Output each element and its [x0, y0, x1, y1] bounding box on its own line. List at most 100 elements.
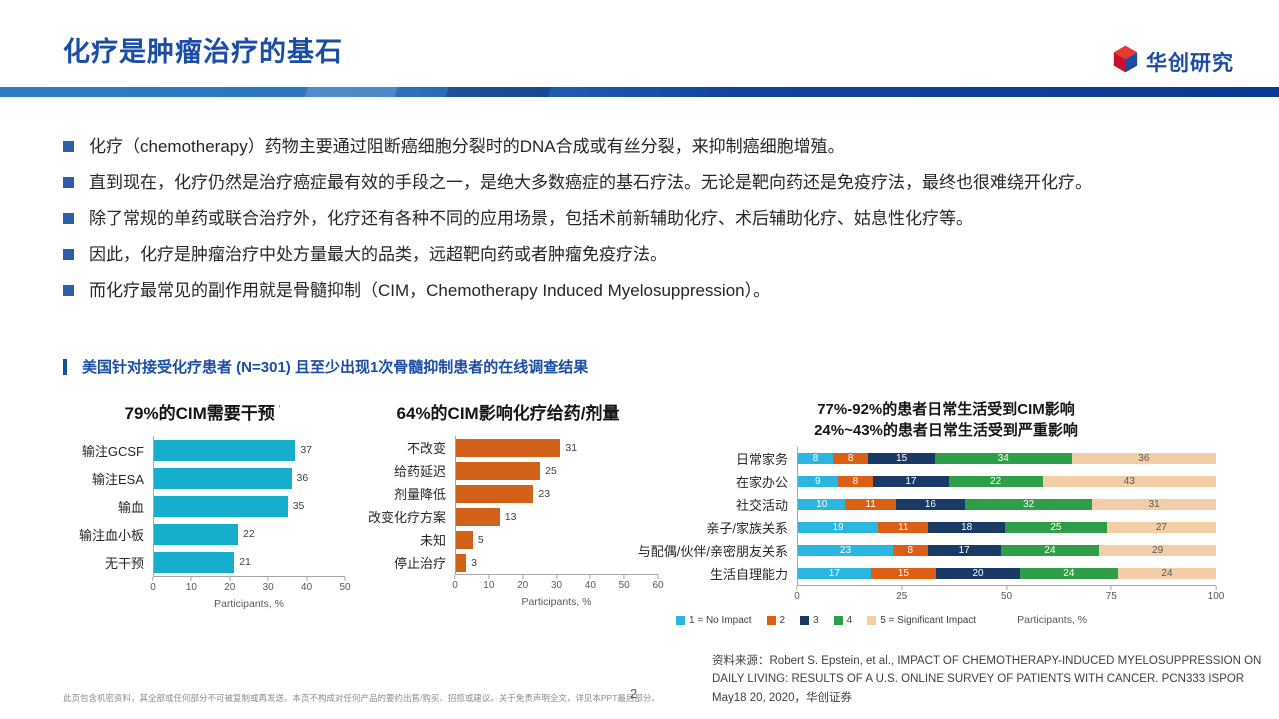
- bar-row: 输注ESA 36: [60, 464, 345, 492]
- bar-row: 无干预 21: [60, 548, 345, 576]
- x-axis: 0 25 50 75 100: [794, 585, 1224, 606]
- bar-row: 改变化疗方案 13: [358, 505, 658, 528]
- bar-track: 31: [455, 436, 658, 459]
- bar-segment: 36: [1071, 453, 1216, 464]
- chart-title: 77%-92%的患者日常生活受到CIM影响 24%~43%的患者日常生活受到严重…: [676, 399, 1216, 441]
- category-label: 亲子/家族关系: [706, 521, 788, 536]
- bar-track: 36: [153, 464, 345, 492]
- bar: [456, 507, 500, 526]
- bullet-text: 除了常规的单药或联合治疗外，化疗还有各种不同的应用场景，包括术前新辅助化疗、术后…: [89, 209, 973, 228]
- x-axis: 0 10 20 30 40 50: [150, 576, 351, 597]
- bar-row: 剂量降低 23: [358, 482, 658, 505]
- bar: [154, 551, 235, 573]
- value-label: 35: [292, 500, 305, 512]
- bar-segment: 17: [798, 568, 871, 579]
- legend-chip: [867, 615, 877, 625]
- bar: [154, 495, 288, 517]
- bar: [154, 467, 292, 489]
- bar-row: 输注血小板 22: [60, 520, 345, 548]
- bullet-square-icon: [63, 213, 74, 224]
- cube-logo-icon: [1112, 44, 1139, 79]
- bar-segment: 15: [870, 568, 937, 579]
- axis-tick: 60: [652, 575, 663, 591]
- bar-segment: 19: [798, 522, 879, 533]
- bullet-text: 而化疗最常见的副作用就是骨髓抑制（CIM，Chemotherapy Induce…: [89, 281, 771, 300]
- chart-title-line1: 77%-92%的患者日常生活受到CIM影响: [817, 401, 1075, 418]
- bar-segment: 23: [798, 545, 893, 556]
- bar: [456, 461, 541, 480]
- bullet-item: 因此，化疗是肿瘤治疗中处方量最大的品类，远超靶向药或者肿瘤免疫疗法。: [63, 244, 1223, 266]
- value-label: 3: [471, 556, 477, 569]
- value-label: 21: [239, 556, 251, 568]
- xlabel-row: Participants, %: [60, 597, 345, 610]
- category-label: 社交活动: [735, 498, 788, 513]
- bar-track: 13: [455, 505, 658, 528]
- bar-segment: 11: [845, 499, 896, 510]
- bar-segment: 10: [798, 499, 846, 510]
- axis-tick: 0: [452, 575, 458, 591]
- axis-row: 0 10 20 30 40 50: [60, 576, 351, 597]
- bar-segment: 29: [1099, 545, 1216, 556]
- bullet-square-icon: [63, 285, 74, 296]
- axis-row: 0 10 20 30 40 50 60: [358, 574, 664, 595]
- category-label: 无干预: [104, 555, 144, 571]
- axis-tick: 10: [186, 577, 197, 593]
- category-label: 输注GCSF: [81, 443, 144, 459]
- bar-track: 23: [455, 482, 658, 505]
- bar: [154, 439, 296, 461]
- bullet-item: 除了常规的单药或联合治疗外，化疗还有各种不同的应用场景，包括术前新辅助化疗、术后…: [63, 208, 1223, 230]
- chart-title: 79%的CIM需要干预 ': [124, 404, 281, 423]
- category-label: 输血: [117, 499, 144, 515]
- chart-plot: 日常家务 8 8 15 34 36 在家办公 9 8 17 22 43 社交活动 10 11 16 32 31 亲子…: [638, 447, 1224, 626]
- survey-heading-text: 美国针对接受化疗患者 (N=301) 且至少出现1次骨髓抑制患者的在线调查结果: [82, 359, 589, 376]
- disclaimer-text: 此页包含机密资料，其全部或任何部分不可被复制或再发送。本页不构成对任何产品的要约…: [63, 693, 660, 703]
- bullet-square-icon: [63, 177, 74, 188]
- legend-label: 1 = No Impact: [689, 614, 752, 626]
- legend-label: 4: [846, 614, 853, 626]
- stacked-bar: 10 11 16 32 31: [797, 493, 1216, 516]
- legend-item: 5 = Significant Impact: [867, 615, 976, 626]
- axis-tick: 20: [224, 577, 235, 593]
- stacked-bar: 17 15 20 24 24: [797, 562, 1216, 585]
- category-label: 不改变: [406, 441, 446, 456]
- bar-segment: 8: [892, 545, 928, 556]
- axis-tick: 40: [301, 577, 312, 593]
- bar-track: 37: [153, 436, 345, 464]
- x-axis: 0 10 20 30 40 50 60: [452, 574, 664, 595]
- axis-tick: 30: [551, 575, 562, 591]
- chart-cim-dosing-impact: 64%的CIM影响化疗给药/剂量 不改变 31 给药延迟 25 剂量降低 23 改变化疗方案…: [358, 399, 664, 608]
- bar-segment: 8: [837, 476, 874, 487]
- axis-tick: 25: [896, 586, 907, 602]
- huachuang-logo: 华创研究: [1112, 44, 1234, 79]
- category-label: 输注ESA: [91, 471, 144, 487]
- legend-chip: [800, 615, 810, 625]
- source-citation: 资料来源：Robert S. Epstein, et al., IMPACT O…: [712, 655, 1262, 704]
- legend-chip: [676, 615, 685, 625]
- axis-tick: 0: [794, 586, 800, 602]
- stacked-bar: 8 8 15 34 36: [797, 447, 1216, 470]
- axis-tick: 10: [483, 575, 494, 591]
- category-label: 剂量降低: [393, 487, 446, 502]
- bar-row: 停止治疗 3: [358, 551, 658, 574]
- bullet-text: 化疗（chemotherapy）药物主要通过阻断癌细胞分裂时的DNA合成或有丝分…: [89, 137, 845, 156]
- value-label: 5: [477, 533, 484, 546]
- bar-row: 亲子/家族关系 19 11 18 25 27: [676, 516, 1216, 539]
- value-label: 13: [504, 510, 517, 523]
- stacked-bar: 23 8 17 24 29: [797, 539, 1216, 562]
- bar-segment: 24: [1117, 568, 1216, 579]
- category-label: 未知: [419, 533, 446, 548]
- bar: [456, 530, 473, 549]
- category-label: 生活自理能力: [709, 567, 788, 582]
- legend-item: 2: [766, 614, 786, 626]
- logo-text: 华创研究: [1146, 51, 1234, 75]
- bar-row: 生活自理能力 17 15 20 24 24: [676, 562, 1216, 585]
- bar-segment: 32: [964, 499, 1093, 510]
- legend-item: 4: [833, 614, 853, 626]
- category-label: 日常家务: [735, 452, 788, 467]
- bar-segment: 15: [868, 453, 935, 464]
- chart-plot: 不改变 31 给药延迟 25 剂量降低 23 改变化疗方案 13 未知 5 停止治疗 3 0 10 20 30…: [358, 436, 664, 608]
- legend-label: 2: [779, 614, 786, 626]
- bar-segment: 9: [798, 476, 838, 487]
- bar-track: 5: [455, 528, 658, 551]
